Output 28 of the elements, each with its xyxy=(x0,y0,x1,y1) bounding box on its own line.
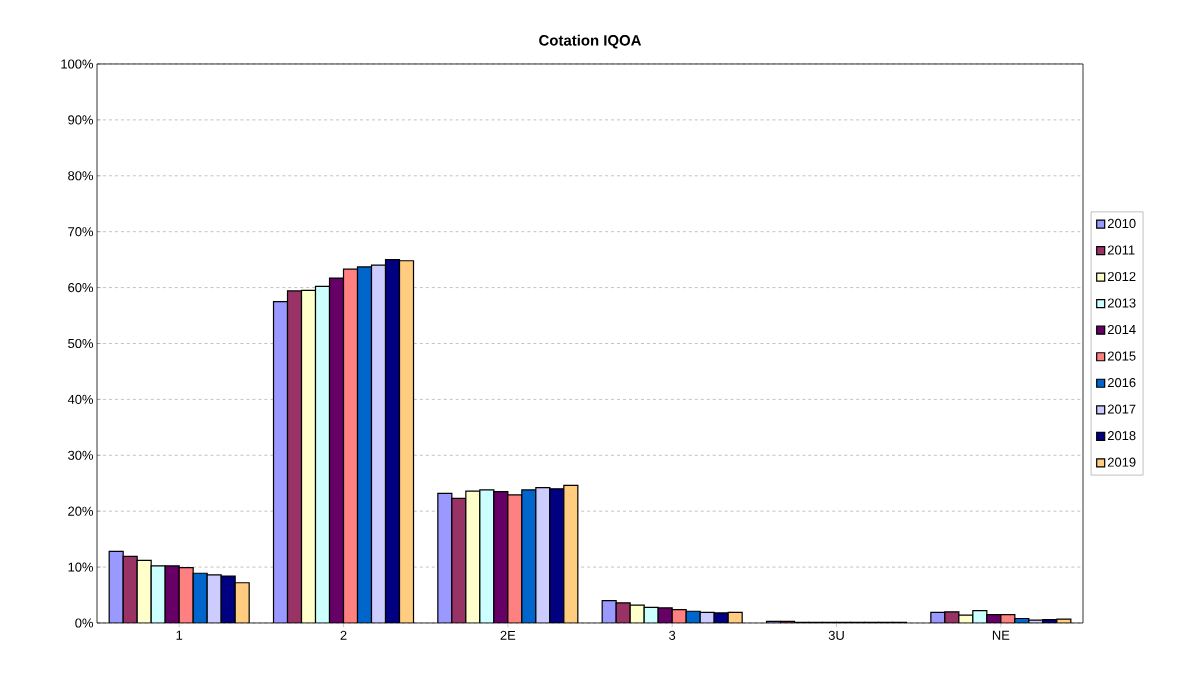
legend-label: 2011 xyxy=(1107,245,1135,255)
y-tick-label: 70% xyxy=(68,227,94,237)
x-tick-label: 3U xyxy=(828,630,844,640)
x-tick-label: 3 xyxy=(669,630,676,640)
y-tick-label: 100% xyxy=(61,59,94,69)
y-tick-label: 80% xyxy=(68,171,94,181)
y-tick-label: 50% xyxy=(68,338,94,349)
legend-label: 2019 xyxy=(1107,457,1136,467)
chart-title: Cotation IQOA xyxy=(539,34,642,49)
y-tick-label: 10% xyxy=(68,562,94,572)
legend-label: 2017 xyxy=(1107,404,1136,414)
legend-label: 2013 xyxy=(1107,298,1136,308)
x-tick-label: 2 xyxy=(340,630,347,640)
x-tick-label: 1 xyxy=(176,630,183,640)
y-tick-label: 60% xyxy=(68,282,94,293)
x-tick-label: 2E xyxy=(500,630,516,640)
legend-label: 2010 xyxy=(1107,218,1136,229)
y-tick-label: 30% xyxy=(68,450,94,460)
legend-label: 2018 xyxy=(1107,431,1136,441)
y-tick-label: 20% xyxy=(68,506,94,516)
legend-label: 2014 xyxy=(1107,324,1136,335)
legend-label: 2016 xyxy=(1107,378,1136,388)
x-tick-label: NE xyxy=(992,630,1010,640)
legend-label: 2015 xyxy=(1107,351,1136,361)
y-tick-label: 40% xyxy=(67,394,94,404)
legend-label: 2012 xyxy=(1107,271,1136,282)
y-tick-label: 90% xyxy=(68,115,94,125)
y-tick-label: 0% xyxy=(75,618,94,628)
